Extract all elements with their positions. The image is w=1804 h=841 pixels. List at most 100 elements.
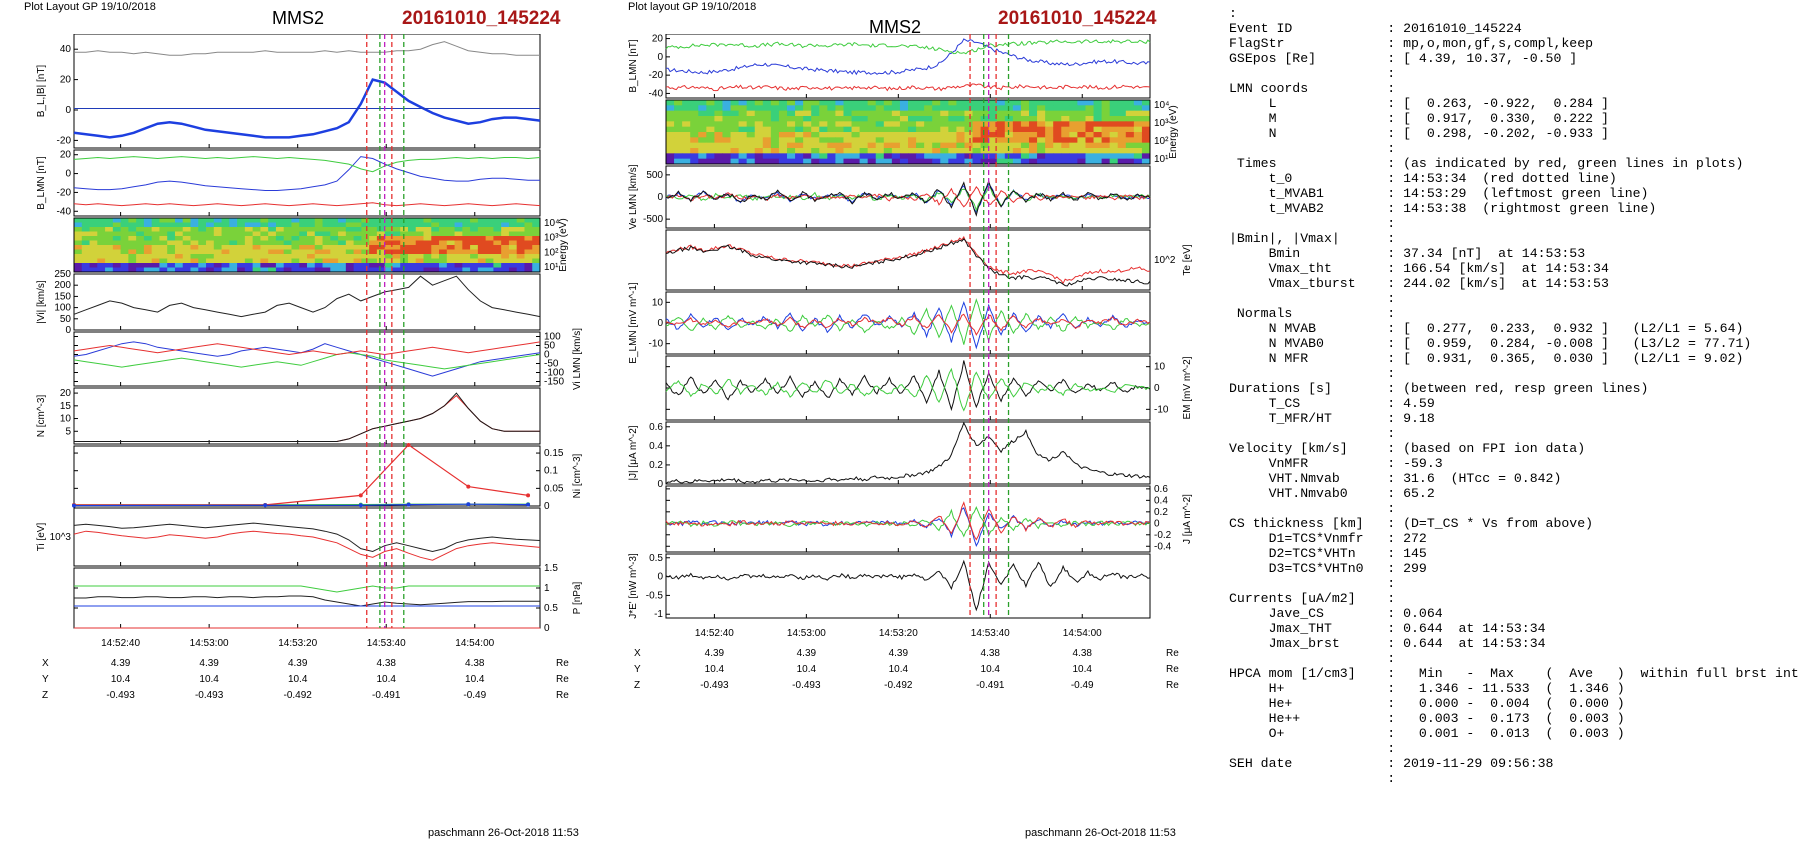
spectrogram-cell [353, 231, 362, 237]
spectrogram-cell [730, 126, 740, 133]
spectrogram-cell [722, 142, 732, 149]
spectrogram-cell [851, 148, 861, 154]
spectrogram-cell [283, 218, 292, 223]
y-tick-label: -0.2 [1154, 530, 1172, 541]
spectrogram-cell [980, 100, 990, 106]
spectrogram-cell [827, 132, 836, 138]
spectrogram-cell [252, 245, 261, 250]
spectrogram-cell [97, 236, 106, 241]
spectrogram-cell [1101, 153, 1111, 160]
spectrogram-cell [803, 142, 812, 149]
spectrogram-cell [722, 148, 732, 154]
spectrogram-cell [1061, 142, 1070, 149]
spectrogram-cell [493, 240, 502, 246]
spectrogram-cell [485, 227, 494, 232]
spectrogram-cell [883, 158, 893, 165]
spectrogram-cell [221, 249, 230, 255]
spectrogram-cell [746, 142, 756, 149]
spectrogram-cell [446, 258, 456, 264]
spectrogram-cell [314, 258, 324, 264]
y-tick-label: 0.6 [649, 422, 663, 433]
info-line: Jave_CS : 0.064 [1229, 606, 1443, 621]
spectrogram-cell [722, 110, 732, 117]
spectrogram-cell [299, 236, 308, 241]
spectrogram-cell [268, 222, 277, 228]
spectrogram-cell [105, 249, 114, 255]
spectrogram-cell [307, 231, 316, 237]
spectrogram-cell [462, 227, 471, 232]
spectrogram-cell [407, 254, 417, 259]
spectrogram-cell [516, 218, 525, 223]
y-tick-label: 10 [60, 414, 72, 425]
spectrogram-cell [770, 142, 780, 149]
spectrogram-cell [682, 110, 691, 117]
spectrogram-cell [827, 105, 836, 112]
spectrogram-cell [407, 267, 417, 273]
spectrogram-cell [244, 267, 254, 273]
spectrogram-cell [275, 218, 285, 223]
spectrogram-cell [899, 121, 909, 128]
spectrogram-cell [762, 100, 772, 106]
spectrogram-cell [198, 231, 207, 237]
spectrogram-cell [485, 236, 494, 241]
spectrogram-cell [1085, 116, 1095, 122]
spectrogram-cell [803, 121, 812, 128]
info-line: VHT.Nmvab0 : 65.2 [1229, 486, 1435, 501]
spectrogram-cell [964, 148, 974, 154]
spectrogram-cell [415, 258, 424, 264]
spectrogram-cell [516, 263, 525, 268]
spectrogram-cell [439, 245, 448, 250]
spectrogram-cell [682, 100, 691, 106]
spectrogram-cell [762, 132, 772, 138]
spectrogram-cell [795, 158, 804, 165]
spectrogram-cell [867, 121, 877, 128]
spectrogram-cell [1061, 158, 1070, 165]
spectrogram-cell [924, 137, 933, 144]
spectrogram-cell [666, 158, 675, 165]
x-tick-label: 14:53:40 [367, 638, 406, 649]
spectrogram-cell [706, 105, 715, 112]
spectrogram-cell [376, 249, 386, 255]
spectrogram-cell [291, 240, 300, 246]
spectrogram-border [73, 217, 541, 273]
spectrogram-cell [159, 245, 168, 250]
spectrogram-cell [932, 116, 941, 122]
spectrogram-cell [746, 137, 756, 144]
spectrogram-cell [454, 240, 463, 246]
spectrogram-cell [206, 254, 215, 259]
spectrogram-cell [493, 236, 502, 241]
spectrogram-cell [439, 231, 448, 237]
spectrogram-cell [345, 267, 355, 273]
spectrogram-cell [508, 263, 518, 268]
spectrogram-cell [485, 249, 494, 255]
series-line [665, 501, 1150, 541]
spectrogram-cell [827, 126, 836, 133]
spectrogram-cell [174, 263, 184, 268]
spectrogram-cell [843, 110, 853, 117]
series-line [73, 352, 541, 370]
spectrogram-cell [787, 105, 796, 112]
middle-figure-footer: paschmann 26-Oct-2018 11:53 [1025, 827, 1176, 839]
spectrogram-cell [883, 132, 893, 138]
spectrogram-cell [454, 263, 463, 268]
spectrogram-cell [462, 218, 471, 223]
spectrogram-cell [307, 263, 316, 268]
spectrogram-cell [1085, 100, 1095, 106]
spectrogram-cell [924, 126, 933, 133]
spectrogram-cell [1101, 132, 1111, 138]
spectrogram-cell [843, 132, 853, 138]
spectrogram-cell [213, 245, 223, 250]
ephemeris-value: -0.491 [976, 680, 1005, 691]
spectrogram-cell [415, 231, 424, 237]
spectrogram-cell [431, 240, 440, 246]
spectrogram-cell [369, 227, 378, 232]
spectrogram-cell [221, 267, 230, 273]
spectrogram-cell [338, 249, 347, 255]
y-axis-label: J [μA m^-2] [1182, 494, 1193, 544]
spectrogram-cell [843, 116, 853, 122]
spectrogram-cell [190, 240, 199, 246]
spectrogram-cell [706, 148, 715, 154]
y-tick-label: 50 [60, 314, 72, 325]
spectrogram-cell [1069, 121, 1078, 128]
